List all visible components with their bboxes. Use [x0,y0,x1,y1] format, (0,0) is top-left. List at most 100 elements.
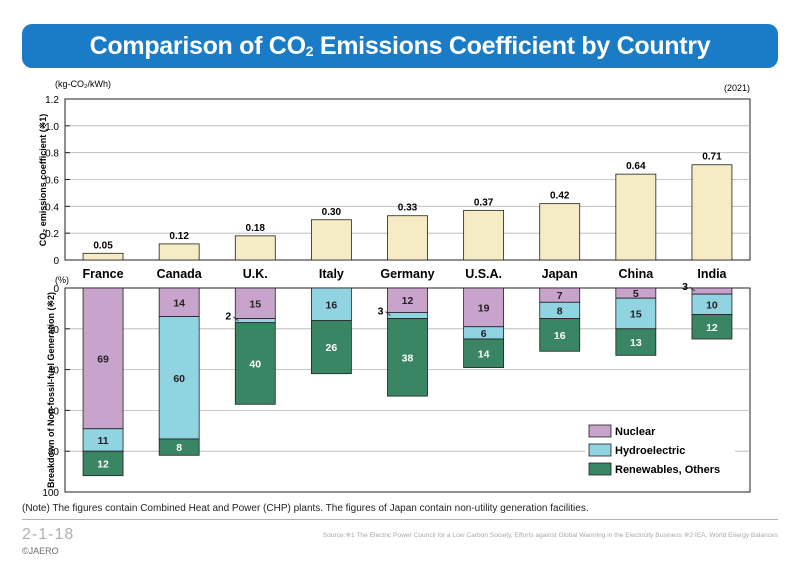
bar-value-label: 0.42 [550,191,570,202]
category-label: France [83,267,124,281]
bottom-y-axis-label: Breakdown of Non-fossil-fuel Generation … [46,292,56,488]
chart-note: (Note) The figures contain Combined Heat… [22,503,589,514]
segment-value-label: 12 [97,458,109,470]
segment-value-label: 3 [378,306,384,318]
segment-value-label: 3 [682,281,688,293]
segment-U.S.A.-Nuclear [463,287,505,328]
bar-India [691,164,733,261]
segment-value-label: 8 [557,305,563,317]
bottom-tick-label: 80 [48,447,60,458]
legend-swatch [588,443,612,457]
legend-label: Nuclear [615,426,656,438]
bar-China [615,173,657,261]
bottom-tick-label: 0 [53,284,59,295]
segment-value-label: 38 [402,352,414,364]
bottom-unit-label: (%) [55,275,69,285]
top-unit-label: (kg-CO₂/kWh) [55,79,111,89]
segment-Japan-Renewables, Others [539,318,581,352]
callout-line [689,286,696,292]
top-tick-label: 0.2 [45,229,59,240]
legend-label: Renewables, Others [615,464,720,476]
segment-value-label: 12 [402,295,414,307]
category-label: China [618,267,654,281]
bar-Canada [158,243,200,261]
segment-value-label: 6 [481,328,487,340]
legend-swatch [588,462,612,476]
bar-value-label: 0.37 [474,197,494,208]
segment-value-label: 60 [173,373,185,385]
segment-value-label: 5 [633,288,639,300]
bar-value-label: 0.12 [169,231,189,242]
title-banner: Comparison of CO2 Emissions Coefficient … [22,24,778,68]
copyright: ©JAERO [22,546,59,556]
top-y-axis-label: CO₂ emissions coefficient (※1) [38,114,48,247]
segment-Italy-Renewables, Others [310,320,352,375]
category-label: Japan [542,267,578,281]
bar-value-label: 0.18 [246,223,266,234]
segment-value-label: 26 [326,342,338,354]
top-tick-label: 1.0 [45,122,59,133]
bar-Japan [539,203,581,261]
legend-label: Hydroelectric [615,445,685,457]
segment-Canada-Hydroelectric [158,316,200,440]
segment-China-Renewables, Others [615,328,657,356]
segment-value-label: 10 [706,299,718,311]
segment-value-label: 11 [98,435,109,447]
bar-value-label: 0.64 [626,161,646,172]
segment-value-label: 40 [249,358,261,370]
segment-value-label: 8 [176,442,182,454]
segment-value-label: 15 [630,309,642,321]
bar-Germany [387,215,428,261]
year-label: (2021) [724,83,750,93]
segment-Germany-Renewables, Others [387,318,428,397]
segment-value-label: 69 [97,353,109,365]
segment-France-Nuclear [82,287,124,430]
segment-value-label: 19 [478,302,490,314]
segment-Germany-Hydroelectric [387,312,428,320]
segment-U.K.-Hydroelectric [234,318,276,324]
segment-value-label: 7 [557,290,563,302]
bar-value-label: 0.30 [322,207,342,218]
top-tick-label: 0.6 [45,176,59,187]
bottom-tick-label: 100 [42,488,59,499]
category-label: U.K. [243,267,268,281]
callout-line [385,311,391,316]
segment-value-label: 2 [225,311,231,323]
segment-value-label: 14 [478,348,490,360]
segment-Canada-Renewables, Others [158,438,200,456]
segment-value-label: 16 [554,330,566,342]
segment-U.K.-Renewables, Others [234,322,276,405]
category-label: India [697,267,727,281]
segment-value-label: 16 [326,299,338,311]
segment-U.S.A.-Renewables, Others [463,338,505,368]
callout-line [233,316,239,321]
top-tick-label: 1.2 [45,95,59,106]
segment-value-label: 14 [173,297,185,309]
legend-swatch [588,424,612,438]
segment-Canada-Nuclear [158,287,200,317]
bar-value-label: 0.33 [398,203,418,214]
segment-India-Nuclear [691,287,733,295]
top-tick-label: 0.4 [45,202,59,213]
segment-France-Renewables, Others [82,450,124,477]
page-title: Comparison of CO2 Emissions Coefficient … [89,32,711,60]
bar-U.K. [234,235,276,261]
bar-U.S.A. [463,209,505,261]
bar-France [82,252,124,261]
bottom-tick-label: 60 [48,406,60,417]
category-label: Italy [319,267,344,281]
segment-Germany-Nuclear [387,287,428,313]
bar-value-label: 0.05 [93,240,113,251]
bottom-tick-label: 20 [48,325,60,336]
segment-value-label: 15 [249,298,261,310]
figure-id: 2-1-18 [22,526,75,543]
footer-divider [22,519,778,520]
category-label: Canada [157,267,203,281]
category-label: Germany [380,267,434,281]
segment-value-label: 12 [706,322,718,334]
segment-value-label: 13 [630,337,642,349]
segment-China-Hydroelectric [615,297,657,330]
source-note: Source:※1 The Electric Power Council for… [322,532,778,539]
bar-value-label: 0.71 [702,152,722,163]
top-tick-label: 0 [53,256,59,267]
